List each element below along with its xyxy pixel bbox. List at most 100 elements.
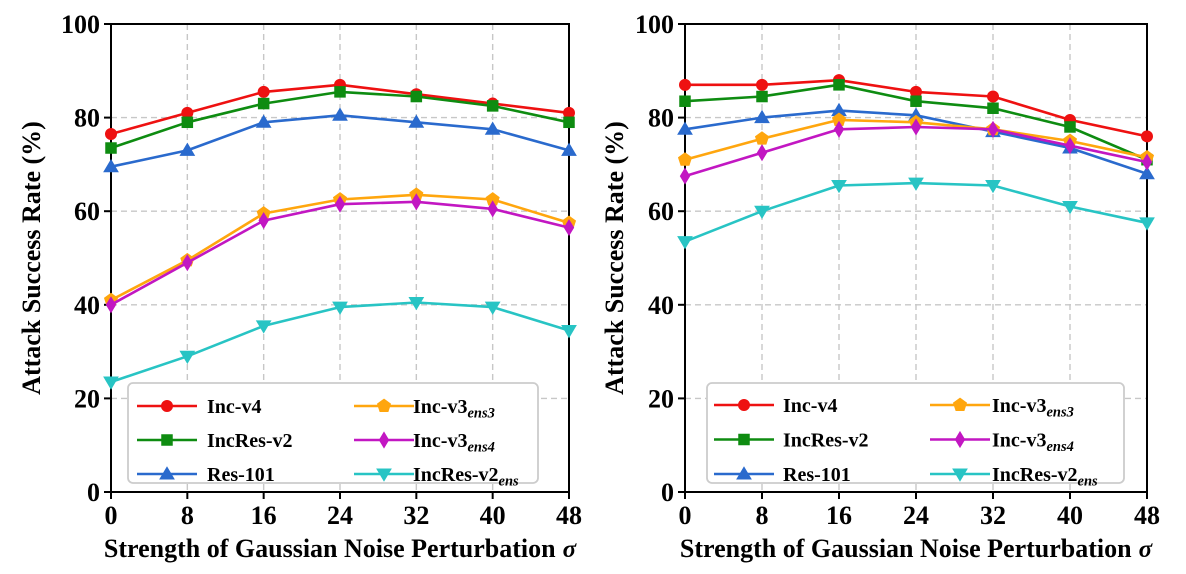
marker-IncRes-v2-x24 xyxy=(334,86,346,98)
series-Inc-v4 xyxy=(679,74,1153,143)
y-tick-label-60: 60 xyxy=(648,197,674,226)
y-tick-label-60: 60 xyxy=(74,197,100,226)
legend-marker-IncRes-v2-square-icon xyxy=(738,433,750,446)
legend-marker-Inc-v3_ens3-pentagon-icon xyxy=(952,397,968,411)
marker-IncRes-v2-x40 xyxy=(486,100,499,112)
legend-label-subscript-IncRes-v2_ens: ens xyxy=(1078,474,1099,490)
marker-Res-101-x0 xyxy=(103,158,119,173)
legend-label-Inc-v3_ens3: Inc-v3ens3 xyxy=(413,396,495,422)
legend: Inc-v4IncRes-v2Res-101Inc-v3ens3Inc-v3en… xyxy=(127,382,539,490)
legend-marker-Inc-v3_ens4-diamond-icon xyxy=(954,430,966,449)
marker-Inc-v3_ens4-x0 xyxy=(679,167,691,185)
marker-Res-101-x32 xyxy=(408,114,425,128)
x-tick-label-24: 24 xyxy=(903,501,929,530)
marker-Inc-v3_ens4-x16 xyxy=(833,120,845,138)
x-tick-label-16: 16 xyxy=(826,501,852,530)
y-tick-label-80: 80 xyxy=(74,104,100,133)
y-tick-label-100: 100 xyxy=(61,10,100,39)
legend-marker-IncRes-v2_ens-triangle-down-icon xyxy=(376,468,392,482)
marker-Inc-v4-x0 xyxy=(105,127,117,140)
y-tick-label-40: 40 xyxy=(648,291,674,320)
legend-label-Inc-v4: Inc-v4 xyxy=(207,396,261,418)
legend-marker-IncRes-v2-square-icon xyxy=(161,434,173,446)
legend-item-IncRes-v2: IncRes-v2 xyxy=(137,430,293,452)
marker-Inc-v3_ens4-x40 xyxy=(1064,137,1076,155)
legend-label-IncRes-v2: IncRes-v2 xyxy=(207,430,293,452)
legend-item-IncRes-v2_ens: IncRes-v2ens xyxy=(930,464,1098,490)
marker-Inc-v3_ens4-x0 xyxy=(105,296,117,314)
chart-panel-right: Attack Success Rate (%) 0 8 16 24 32 40 48 0 20 4… xyxy=(593,0,1186,574)
marker-IncRes-v2_ens-x48 xyxy=(561,325,577,339)
legend-item-Inc-v4: Inc-v4 xyxy=(137,396,261,418)
marker-Res-101-x48 xyxy=(1139,165,1155,180)
marker-Res-101-x40 xyxy=(484,121,501,135)
legend-label-subscript-IncRes-v2_ens: ens xyxy=(499,474,520,490)
marker-Inc-v3_ens4-x8 xyxy=(182,254,193,272)
marker-IncRes-v2-x8 xyxy=(756,90,768,103)
x-tick-label-0: 0 xyxy=(679,501,692,530)
legend-box xyxy=(127,382,539,484)
marker-IncRes-v2-x32 xyxy=(410,90,423,103)
marker-Inc-v3_ens4-x8 xyxy=(756,144,768,162)
series-IncRes-v2_ens xyxy=(103,296,577,390)
marker-IncRes-v2_ens-x16 xyxy=(255,320,272,334)
marker-Inc-v3_ens4-x48 xyxy=(563,219,575,237)
legend-label-Res-101: Res-101 xyxy=(783,464,851,486)
marker-Inc-v4-x16 xyxy=(257,85,270,98)
marker-Res-101-x8 xyxy=(754,109,770,124)
marker-IncRes-v2_ens-x32 xyxy=(985,179,1001,194)
marker-Inc-v3_ens4-x24 xyxy=(334,195,346,213)
marker-Inc-v4-x0 xyxy=(679,78,691,91)
y-tick-label-0: 0 xyxy=(661,478,674,507)
marker-Inc-v4-x48 xyxy=(1141,130,1153,143)
y-tick-label-20: 20 xyxy=(648,384,674,413)
legend-marker-Inc-v4-circle-icon xyxy=(161,400,173,412)
legend-marker-Inc-v3_ens4-diamond-icon xyxy=(378,431,390,449)
legend-marker-IncRes-v2_ens-triangle-down-icon xyxy=(952,468,968,482)
legend-item-Res-101: Res-101 xyxy=(714,464,851,486)
marker-IncRes-v2-x24 xyxy=(910,95,922,107)
x-tick-label-24: 24 xyxy=(327,501,353,530)
x-tick-label-40: 40 xyxy=(1057,501,1083,530)
sigma-symbol: σ xyxy=(562,536,577,563)
chart-canvas-right: 0 8 16 24 32 40 48 0 20 40 60 80 100 Inc-v4 IncRes-v2 R… xyxy=(635,10,1160,530)
legend-item-IncRes-v2: IncRes-v2 xyxy=(714,430,869,452)
marker-IncRes-v2_ens-x24 xyxy=(908,177,924,191)
marker-IncRes-v2_ens-x0 xyxy=(677,236,693,250)
y-tick-label-80: 80 xyxy=(648,104,674,133)
marker-Inc-v3_ens4-x32 xyxy=(411,193,422,211)
chart-canvas-left: 0 8 16 24 32 40 48 0 20 40 60 80 100 Inc-v4 IncRes-v2 R… xyxy=(61,10,582,530)
legend-item-Inc-v4: Inc-v4 xyxy=(714,395,837,417)
legend-label-subscript-Inc-v3_ens4: ens4 xyxy=(467,440,494,456)
marker-Res-101-x24 xyxy=(332,107,348,121)
legend-item-Res-101: Res-101 xyxy=(137,464,275,486)
marker-IncRes-v2_ens-x8 xyxy=(754,205,770,219)
legend-label-Inc-v4: Inc-v4 xyxy=(783,395,837,417)
series-Inc-v3_ens4 xyxy=(105,193,575,314)
legend: Inc-v4IncRes-v2Res-101Inc-v3ens3Inc-v3en… xyxy=(706,382,1125,490)
chart-panel-left: Attack Success Rate (%) 0 8 16 24 32 40 48 0 20 4… xyxy=(17,10,582,563)
legend-item-Inc-v3_ens4: Inc-v3ens4 xyxy=(930,430,1074,455)
marker-Inc-v4-x32 xyxy=(987,90,999,103)
series-line-IncRes-v2_ens xyxy=(684,181,1148,243)
legend-marker-Inc-v4-circle-icon xyxy=(738,399,750,411)
marker-IncRes-v2-x48 xyxy=(563,116,575,129)
marker-IncRes-v2-x40 xyxy=(1064,121,1076,133)
marker-Res-101-x48 xyxy=(561,142,577,156)
legend-label-subscript-Inc-v3_ens4: ens4 xyxy=(1046,439,1073,455)
marker-Inc-v3_ens4-x16 xyxy=(258,211,269,230)
marker-Inc-v3_ens3-x8 xyxy=(754,131,770,145)
marker-Inc-v3_ens4-x48 xyxy=(1141,153,1153,171)
series-Res-101 xyxy=(103,107,577,173)
marker-IncRes-v2_ens-x32 xyxy=(408,296,425,311)
legend-label-Res-101: Res-101 xyxy=(207,464,275,486)
marker-IncRes-v2-x8 xyxy=(181,116,194,129)
legend-marker-Inc-v3_ens3-pentagon-icon xyxy=(376,398,392,412)
x-tick-label-48: 48 xyxy=(1134,501,1160,530)
marker-Inc-v3_ens4-x24 xyxy=(910,118,922,136)
x-axis-label-text: Strength of Gaussian Noise Perturbation xyxy=(679,534,1132,563)
legend-box xyxy=(706,382,1125,484)
marker-IncRes-v2-x0 xyxy=(679,95,691,107)
marker-IncRes-v2_ens-x8 xyxy=(179,350,196,365)
